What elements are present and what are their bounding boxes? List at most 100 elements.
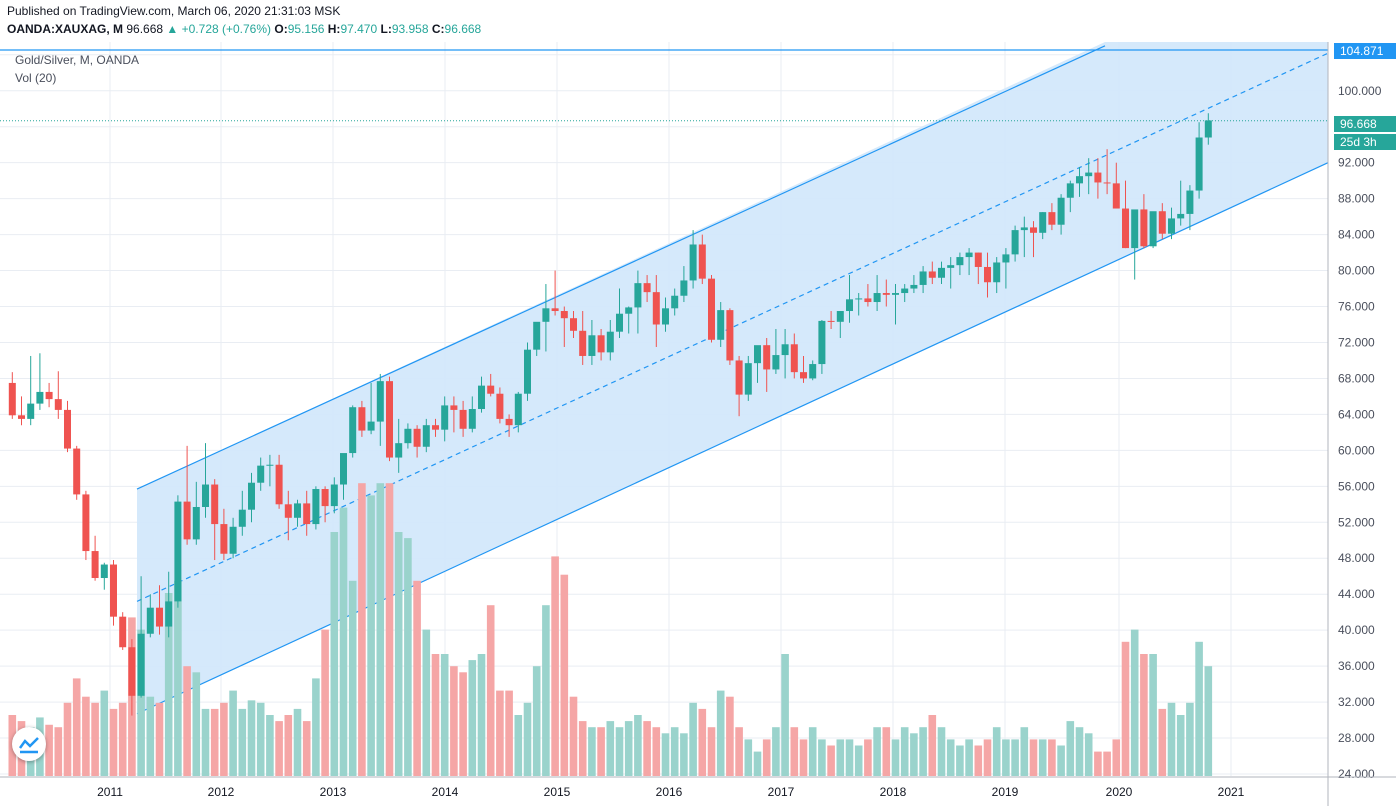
volume-bar (560, 574, 569, 776)
volume-bar (919, 727, 927, 776)
volume-bar (330, 532, 339, 776)
volume-bar (588, 727, 596, 776)
candle-body (1122, 208, 1129, 249)
volume-bar (266, 715, 274, 776)
volume-bar (1204, 666, 1213, 776)
symbol-label: OANDA:XAUXAG, M (7, 22, 123, 36)
candle-body (892, 293, 899, 295)
candle-body (735, 360, 743, 395)
candle-body (1039, 212, 1047, 233)
y-tick-label: 76.000 (1338, 300, 1375, 314)
volume-bar (1038, 739, 1047, 776)
volume-bar (339, 507, 348, 776)
candle-body (846, 299, 853, 312)
candle-body (855, 298, 863, 300)
volume-bar (247, 700, 256, 776)
candle-body (965, 252, 973, 258)
candle-body (652, 292, 660, 325)
volume-bar (431, 654, 440, 776)
candle-body (266, 464, 274, 466)
candle-body (551, 308, 559, 312)
x-tick-label: 2019 (992, 785, 1019, 799)
last-price-tag: 96.668 (1334, 116, 1396, 132)
candle-body (570, 318, 577, 331)
volume-bar (450, 666, 458, 776)
tradingview-logo-icon[interactable] (12, 727, 46, 761)
ohlc-header: OANDA:XAUXAG, M 96.668 ▲ +0.728 (+0.76%)… (7, 22, 481, 36)
candle-body (1195, 137, 1203, 191)
volume-bar (799, 739, 808, 776)
candle-body (220, 524, 228, 554)
volume-bar (542, 605, 550, 776)
candle-body (800, 372, 807, 379)
candle-body (689, 244, 697, 281)
candle-body (772, 355, 780, 370)
candle-body (956, 257, 964, 266)
bar-countdown-tag: 25d 3h (1334, 134, 1396, 150)
volume-bar (882, 727, 891, 776)
x-tick-label: 2021 (1218, 785, 1245, 799)
volume-bar (1002, 739, 1010, 776)
candle-body (358, 407, 366, 431)
candle-body (579, 330, 587, 356)
candle-body (27, 403, 35, 419)
y-tick-label: 48.000 (1338, 551, 1375, 565)
candle-body (597, 335, 605, 353)
volume-bar (440, 654, 449, 776)
volume-bar (82, 696, 90, 776)
candle-body (91, 551, 99, 579)
candle-body (248, 482, 255, 510)
candle-body (100, 564, 108, 579)
candle-body (873, 293, 881, 303)
volume-bar (956, 745, 964, 776)
volume-bar (312, 678, 320, 776)
volume-bar (992, 727, 1001, 776)
y-tick-label: 72.000 (1338, 335, 1375, 349)
candle-body (919, 271, 927, 285)
volume-bar (146, 696, 155, 776)
volume-bar (164, 593, 173, 776)
y-tick-label: 28.000 (1338, 731, 1375, 745)
candle-body (238, 509, 246, 527)
candle-body (137, 633, 145, 696)
candle-body (827, 320, 835, 322)
candle-body (156, 607, 163, 627)
volume-bar (321, 629, 329, 776)
volume-bar (1186, 702, 1194, 776)
volume-bar (348, 580, 357, 776)
candle-body (459, 409, 467, 429)
y-tick-label: 32.000 (1338, 695, 1375, 709)
volume-bar (532, 666, 541, 776)
volume-bar (376, 483, 385, 776)
volume-bar (1158, 708, 1167, 776)
volume-bar (284, 715, 293, 776)
candle-body (680, 280, 688, 296)
candle-body (404, 428, 412, 444)
candle-body (119, 616, 127, 648)
y-tick-label: 100.000 (1338, 84, 1382, 98)
volume-bar (827, 745, 835, 776)
volume-bar (974, 745, 983, 776)
low-label: L: (380, 22, 392, 36)
volume-bar (1103, 751, 1111, 776)
candle-body (818, 320, 826, 365)
volume-bar (900, 727, 909, 776)
candle-body (542, 308, 550, 322)
candle-body (496, 393, 504, 419)
x-tick-label: 2013 (320, 785, 347, 799)
candle-body (938, 267, 945, 278)
channel-median-line (136, 52, 1329, 602)
candle-body (36, 391, 44, 404)
candle-body (698, 244, 706, 279)
candle-body (616, 313, 623, 332)
high-label: H: (327, 22, 341, 36)
volume-bar (302, 721, 311, 776)
volume-bar (385, 483, 394, 776)
y-tick-label: 64.000 (1338, 407, 1375, 421)
candle-body (183, 501, 191, 540)
candle-body (882, 293, 890, 295)
close-label: C: (431, 22, 445, 36)
high-value: 97.470 (340, 22, 378, 36)
candle-body (330, 484, 338, 507)
